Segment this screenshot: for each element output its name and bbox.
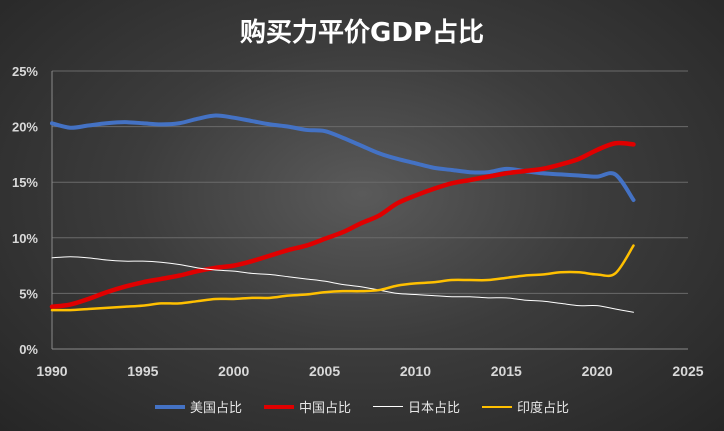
legend-swatch	[154, 404, 185, 409]
chart-title: 购买力平价GDP占比	[240, 18, 484, 48]
legend-item: 中国占比	[263, 397, 351, 416]
y-tick-label: 15%	[12, 175, 38, 190]
x-tick-label: 2015	[491, 363, 522, 379]
legend-swatch	[482, 405, 513, 408]
y-tick-label: 20%	[12, 120, 38, 135]
legend-item: 印度占比	[482, 397, 569, 416]
x-tick-label: 2000	[218, 363, 249, 379]
y-tick-label: 10%	[12, 231, 38, 246]
x-tick-label: 2025	[672, 363, 703, 379]
x-tick-label: 2020	[582, 363, 613, 379]
legend-item: 日本占比	[373, 397, 460, 416]
y-tick-label: 0%	[19, 342, 38, 357]
legend-label: 日本占比	[408, 401, 461, 416]
x-tick-label: 1995	[127, 363, 158, 379]
x-tick-label: 1990	[36, 363, 67, 379]
legend-swatch	[263, 404, 294, 409]
legend: 美国占比 中国占比 日本占比 印度占比	[0, 397, 724, 416]
legend-item: 美国占比	[154, 397, 242, 416]
series-line-0	[50, 113, 636, 202]
legend-label: 印度占比	[517, 401, 570, 416]
series-line-3	[50, 244, 635, 312]
x-tick-label: 2005	[309, 363, 340, 379]
y-tick-label: 5%	[19, 286, 38, 301]
legend-label: 中国占比	[298, 401, 351, 416]
legend-label: 美国占比	[189, 401, 242, 416]
series-line-2	[51, 256, 634, 313]
y-tick-label: 25%	[12, 64, 38, 79]
series-line-1	[49, 140, 636, 309]
legend-swatch	[373, 406, 403, 407]
x-tick-label: 2010	[400, 363, 431, 379]
